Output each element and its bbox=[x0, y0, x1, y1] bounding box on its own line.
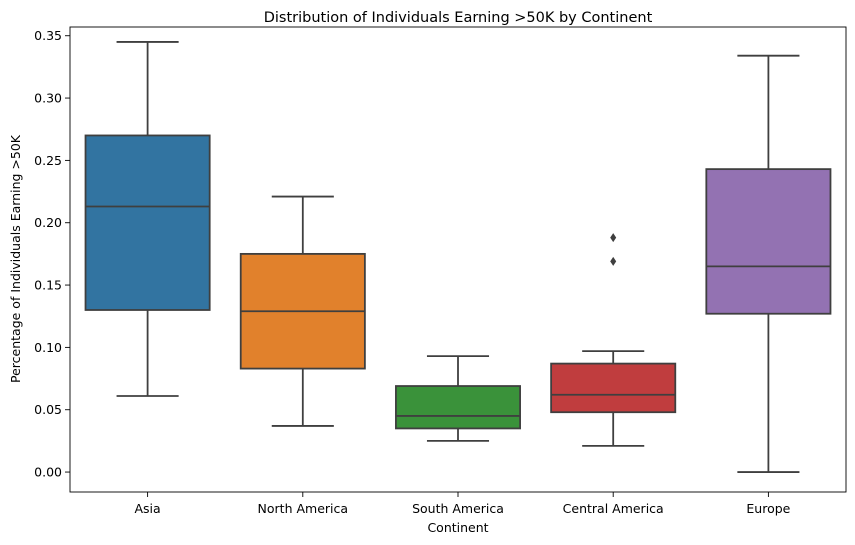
box-iqr bbox=[395, 385, 521, 430]
y-axis-ticks: 0.00 0.05 0.10 0.15 0.20 0.25 0.30 0.35 bbox=[34, 28, 70, 480]
y-tick-label: 0.25 bbox=[34, 153, 62, 168]
x-tick-label: Europe bbox=[746, 501, 790, 516]
outlier-point bbox=[610, 233, 617, 243]
outlier-point bbox=[610, 256, 617, 266]
box-group-4 bbox=[705, 54, 832, 473]
y-tick-label: 0.00 bbox=[34, 465, 62, 480]
y-tick-label: 0.30 bbox=[34, 91, 62, 106]
box-iqr bbox=[550, 362, 677, 414]
box-group-1 bbox=[239, 195, 366, 427]
y-tick-label: 0.20 bbox=[34, 215, 62, 230]
y-axis-label: Percentage of Individuals Earning >50K bbox=[8, 134, 23, 383]
x-tick-label: Asia bbox=[134, 501, 160, 516]
box-iqr bbox=[705, 168, 832, 315]
box-group-2 bbox=[395, 355, 521, 442]
y-tick-label: 0.35 bbox=[34, 28, 62, 43]
y-tick-label: 0.10 bbox=[34, 340, 62, 355]
y-tick-label: 0.15 bbox=[34, 278, 62, 293]
x-tick-label: South America bbox=[412, 501, 504, 516]
x-tick-label: Central America bbox=[563, 501, 664, 516]
box-group-0 bbox=[84, 41, 211, 397]
box-group-3 bbox=[550, 233, 677, 447]
x-axis-label: Continent bbox=[427, 520, 488, 535]
box-iqr bbox=[84, 134, 211, 311]
chart-title: Distribution of Individuals Earning >50K… bbox=[264, 10, 653, 26]
x-axis-ticks: Asia North America South America Central Am… bbox=[134, 492, 791, 516]
plot-area bbox=[84, 41, 832, 473]
x-tick-label: North America bbox=[258, 501, 349, 516]
y-tick-label: 0.05 bbox=[34, 402, 62, 417]
